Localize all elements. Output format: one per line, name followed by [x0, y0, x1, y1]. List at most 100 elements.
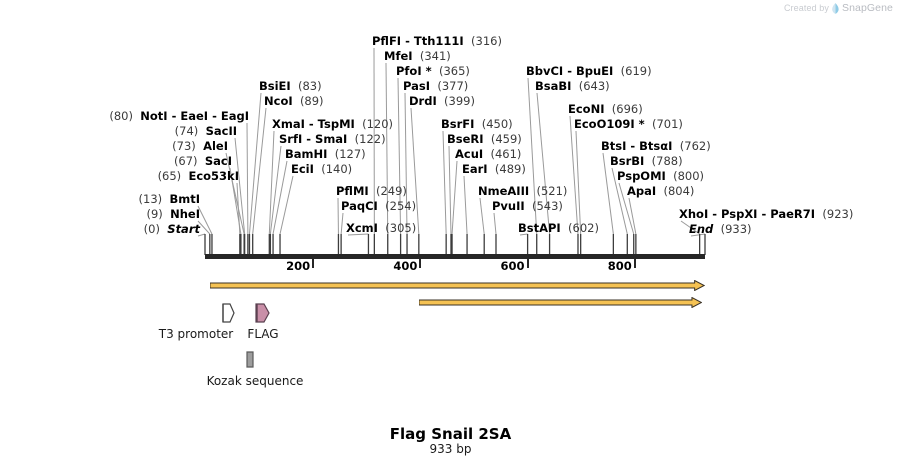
enzyme-site-label: (73) AleI	[172, 140, 228, 153]
enzyme-site-label: EcoO109I * (701)	[574, 118, 683, 131]
site-enzyme-name: NotI	[140, 109, 168, 123]
site-position: (602)	[568, 221, 599, 235]
site-enzyme-name: BsrFI	[441, 117, 475, 131]
watermark-prefix: Created by	[783, 3, 829, 13]
enzyme-site-label: (9) NheI	[147, 208, 201, 221]
site-enzyme-name: BstAPI	[518, 221, 561, 235]
enzyme-site-label: DrdI (399)	[409, 95, 475, 108]
orf-arrow	[418, 293, 703, 309]
site-enzyme-name: MfeI	[384, 49, 413, 63]
site-position: (305)	[385, 221, 417, 235]
feature-label: T3 promoter	[158, 327, 234, 341]
enzyme-site-label: XmaI - TspMI (120)	[272, 117, 394, 131]
enzyme-site-label: PfoI * (365)	[396, 65, 470, 78]
site-enzyme-name: Tth111I	[413, 34, 464, 48]
site-enzyme-name: TspMI	[317, 117, 355, 131]
site-position: (0)	[143, 222, 160, 236]
enzyme-site-label: EciI (140)	[291, 163, 352, 176]
site-enzyme-name: BmtI	[169, 192, 200, 206]
enzyme-site-label: PaqCI (254)	[341, 200, 416, 213]
site-position: (450)	[481, 117, 513, 131]
enzyme-site-label: NmeAIII (521)	[478, 185, 567, 198]
orf-arrow	[209, 276, 706, 292]
site-enzyme-name: PspOMI	[617, 169, 666, 183]
site-enzyme-name: BpuEI	[576, 64, 614, 78]
ruler-tick-label: 400	[393, 259, 418, 273]
watermark-brand: SnapGene	[841, 2, 893, 14]
site-enzyme-name: AleI	[203, 139, 228, 153]
site-enzyme-name: DrdI	[409, 94, 437, 108]
ruler-axis-bar	[205, 254, 705, 259]
enzyme-site-label: PflMI (249)	[336, 185, 407, 198]
site-enzyme-name: SacII	[205, 124, 237, 138]
ruler-tick-label: 600	[500, 259, 525, 273]
site-enzyme-name: XmaI	[272, 117, 305, 131]
site-enzyme-name: NmeAIII	[478, 184, 530, 198]
site-position: (341)	[419, 49, 451, 63]
site-enzyme-name: SmaI	[315, 132, 348, 146]
site-position: (67)	[173, 154, 198, 168]
site-enzyme-name: XcmI	[346, 221, 378, 235]
site-position: (701)	[651, 117, 683, 131]
ruler-tick	[526, 259, 529, 268]
ruler-tick-label: 200	[286, 259, 311, 273]
site-position: (120)	[362, 117, 394, 131]
site-position: (459)	[490, 132, 522, 146]
site-position: (74)	[174, 124, 199, 138]
site-position: (83)	[298, 79, 322, 93]
site-position: (619)	[620, 64, 652, 78]
site-enzyme-name: SacI	[204, 154, 232, 168]
site-enzyme-name: BsaBI	[535, 79, 572, 93]
site-enzyme-name: PfoI *	[396, 64, 432, 78]
site-position: (377)	[437, 79, 469, 93]
feature-label: FLAG	[247, 327, 279, 341]
site-enzyme-name: EarI	[462, 162, 488, 176]
site-enzyme-name: XhoI	[679, 207, 709, 221]
site-enzyme-name: BsrBI	[610, 154, 645, 168]
site-position: (804)	[663, 184, 695, 198]
site-position: (122)	[354, 132, 386, 146]
site-enzyme-name: AcuI	[455, 147, 484, 161]
feature-glyph-cds-arrow-filled	[254, 303, 272, 327]
enzyme-site-label: ApaI (804)	[627, 185, 694, 198]
site-position: (249)	[376, 184, 407, 198]
enzyme-site-label: BsiEI (83)	[259, 80, 322, 93]
site-position: (923)	[822, 207, 854, 221]
snapgene-watermark: Created by SnapGene	[784, 2, 893, 14]
site-enzyme-name: EciI	[291, 162, 314, 176]
site-enzyme-name: BtsI	[601, 139, 627, 153]
enzyme-site-label: (80) NotI - EaeI - EagI	[109, 109, 249, 123]
enzyme-site-label: PflFI - Tth111I (316)	[372, 34, 502, 48]
site-position: (254)	[385, 199, 417, 213]
snapgene-logo-icon	[832, 2, 839, 14]
site-enzyme-name: SrfI	[279, 132, 303, 146]
site-enzyme-name: EagI	[220, 109, 249, 123]
site-enzyme-name: NcoI	[264, 94, 293, 108]
site-position: (65)	[157, 169, 182, 183]
site-enzyme-name: BbvCI	[526, 64, 564, 78]
site-enzyme-name: Eco53kI	[188, 169, 239, 183]
site-position: (399)	[444, 94, 475, 108]
enzyme-site-label: (13) BmtI	[139, 193, 200, 206]
site-enzyme-name: PflFI	[372, 34, 402, 48]
enzyme-site-label: PvuII (543)	[492, 200, 563, 213]
site-position: (13)	[138, 192, 163, 206]
site-enzyme-name: PvuII	[492, 199, 525, 213]
enzyme-site-label: EcoNI (696)	[568, 103, 643, 116]
site-enzyme-name: EcoNI	[568, 102, 605, 116]
site-enzyme-name: PspXI	[721, 207, 758, 221]
enzyme-site-label: BbvCI - BpuEI (619)	[526, 64, 652, 78]
site-enzyme-name: PaqCI	[341, 199, 378, 213]
enzyme-site-label: XcmI (305)	[346, 222, 416, 235]
feature-glyph-promoter-arrow-outline	[220, 303, 238, 327]
feature-glyph-misc-box	[246, 351, 255, 372]
enzyme-site-label: (67) SacI	[174, 155, 232, 168]
site-position: (80)	[109, 109, 133, 123]
enzyme-site-label: BsaBI (643)	[535, 80, 610, 93]
enzyme-site-label: SrfI - SmaI (122)	[279, 132, 386, 146]
site-enzyme-name: PaeR7I	[770, 207, 816, 221]
site-enzyme-name: EcoO109I *	[574, 117, 645, 131]
site-position: (9)	[146, 207, 163, 221]
